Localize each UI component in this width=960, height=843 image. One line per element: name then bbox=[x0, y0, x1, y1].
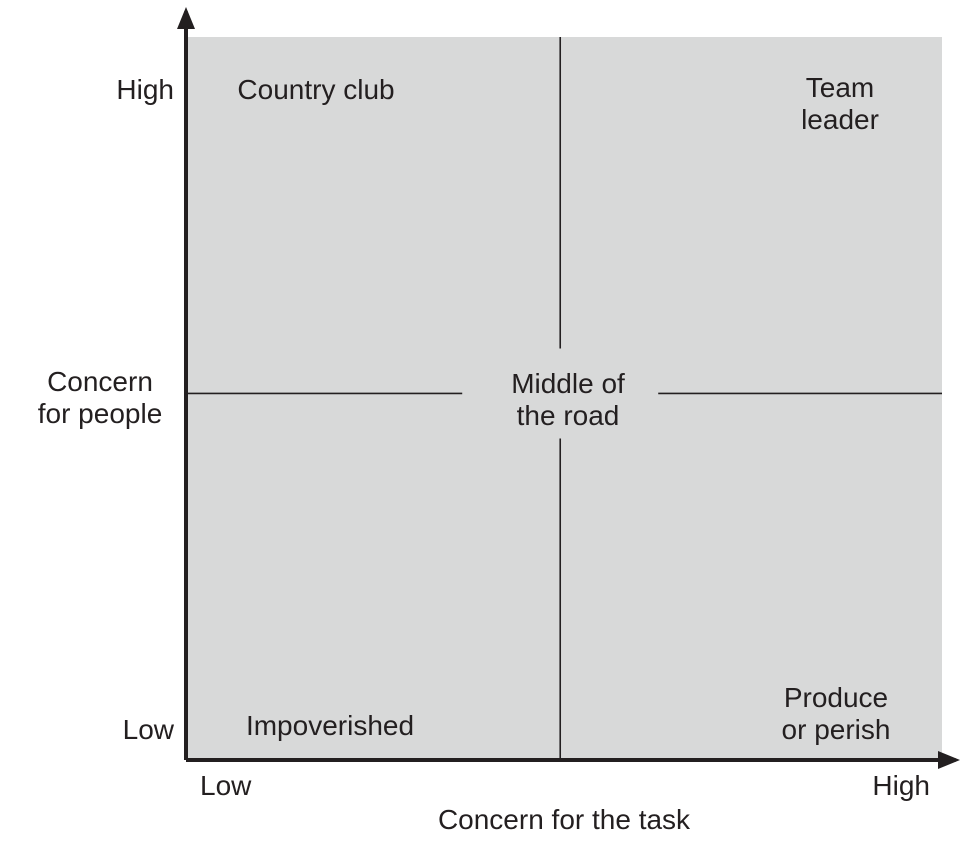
x-axis-title: Concern for the task bbox=[438, 804, 690, 836]
diagram-stage: Country club Team leader Middle of the r… bbox=[0, 0, 960, 843]
quadrant-label-top-right: Team leader bbox=[801, 72, 879, 136]
y-tick-low: Low bbox=[123, 714, 174, 746]
quadrant-label-bottom-right: Produce or perish bbox=[782, 682, 891, 746]
x-tick-low: Low bbox=[200, 770, 251, 802]
quadrant-label-top-left: Country club bbox=[237, 74, 394, 106]
quadrant-label-bottom-left: Impoverished bbox=[246, 710, 414, 742]
y-tick-high: High bbox=[116, 74, 174, 106]
x-tick-high: High bbox=[872, 770, 930, 802]
quadrant-label-center: Middle of the road bbox=[511, 368, 625, 432]
y-axis-title: Concern for people bbox=[38, 366, 163, 430]
